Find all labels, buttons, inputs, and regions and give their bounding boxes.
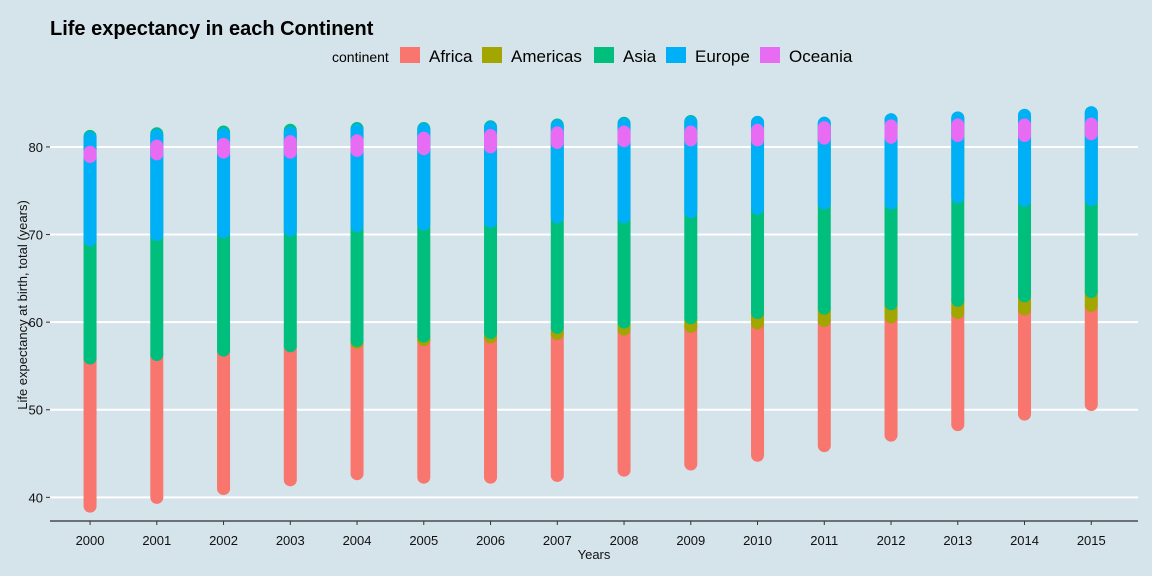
x-tick-label: 2008	[610, 533, 639, 548]
x-tick-label: 2013	[943, 533, 972, 548]
legend-label-asia: Asia	[623, 47, 657, 66]
x-tick-label: 2006	[476, 533, 505, 548]
legend-label-americas: Americas	[511, 47, 582, 66]
grid-lines	[50, 145, 1138, 499]
x-tick-label: 2014	[1010, 533, 1039, 548]
y-tick-label: 70	[29, 228, 43, 243]
legend-key-europe	[666, 47, 686, 63]
x-tick-label: 2010	[743, 533, 772, 548]
x-tick-label: 2012	[877, 533, 906, 548]
legend-key-oceania	[760, 47, 780, 63]
chart-title: Life expectancy in each Continent	[50, 18, 374, 40]
x-tick-label: 2003	[276, 533, 305, 548]
legend-title: continent	[332, 49, 389, 65]
legend: continent Africa Americas Asia Europe Oceani…	[332, 47, 853, 66]
x-tick-label: 2009	[676, 533, 705, 548]
series-americas	[350, 284, 1098, 349]
y-tick-label: 40	[29, 490, 43, 505]
legend-key-americas	[482, 47, 502, 63]
series-europe	[83, 106, 1098, 247]
x-tick-label: 2011	[810, 533, 838, 548]
x-tick-label: 2015	[1077, 533, 1106, 548]
y-tick-label: 80	[29, 140, 43, 155]
x-tick-label: 2004	[343, 533, 372, 548]
y-axis-label: Life expectancy at birth, total (years)	[15, 200, 30, 410]
legend-label-europe: Europe	[695, 47, 750, 66]
x-tick-label: 2007	[543, 533, 572, 548]
y-tick-label: 50	[29, 403, 43, 418]
x-tick-label: 2005	[409, 533, 438, 548]
x-tick-label: 2001	[142, 533, 171, 548]
legend-label-africa: Africa	[429, 47, 473, 66]
data-points	[83, 106, 1098, 513]
series-oceania	[83, 117, 1098, 164]
series-africa	[83, 299, 1098, 513]
x-axis-ticks: 2000 2001 2002 2003 2004 2005 2006 2007 2008 2009…	[76, 521, 1106, 548]
x-tick-label: 2002	[209, 533, 238, 548]
legend-key-africa	[400, 47, 420, 63]
y-axis-ticks: 40 50 60 70 80	[29, 140, 50, 505]
y-tick-label: 60	[29, 315, 43, 330]
legend-key-asia	[594, 47, 614, 63]
x-axis-label: Years	[578, 547, 611, 562]
legend-label-oceania: Oceania	[789, 47, 853, 66]
x-tick-label: 2000	[76, 533, 105, 548]
